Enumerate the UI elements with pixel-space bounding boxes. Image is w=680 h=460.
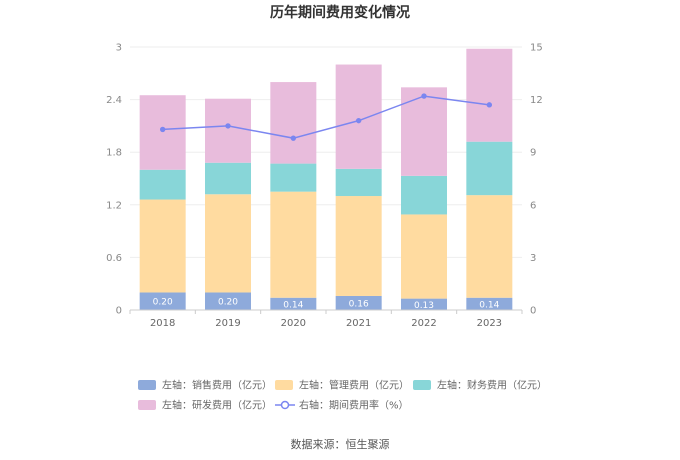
grid xyxy=(130,46,522,311)
legend[interactable]: 左轴：销售费用（亿元） 左轴：管理费用（亿元） 左轴：财务费用（亿元） 左轴：研发费用… xyxy=(138,379,547,412)
y-left-tick-label: 0 xyxy=(116,306,122,317)
x-tick-label: 2022 xyxy=(411,318,436,329)
y-right-tick-label: 0 xyxy=(530,306,536,317)
y-right-tick-label: 9 xyxy=(530,148,536,159)
data-label: 0.20 xyxy=(153,298,173,308)
x-tick-label: 2021 xyxy=(346,318,371,329)
bar-segment-3[interactable] xyxy=(139,95,186,170)
bar-segment-1[interactable] xyxy=(205,194,251,293)
bar-segment-3[interactable] xyxy=(401,87,447,176)
legend-label[interactable]: 左轴：管理费用（亿元） xyxy=(299,379,409,392)
bar-segment-1[interactable] xyxy=(139,199,186,293)
y-left-tick-label: 1.2 xyxy=(106,200,122,211)
bar-segment-0[interactable] xyxy=(335,295,382,310)
rate-point[interactable] xyxy=(225,123,231,129)
rate-point[interactable] xyxy=(355,117,362,124)
y-right-tick-label: 12 xyxy=(530,95,543,106)
data-label: 0.13 xyxy=(414,301,434,311)
rate-point[interactable] xyxy=(421,93,427,99)
legend-label[interactable]: 右轴：期间费用率（%） xyxy=(299,399,409,412)
legend-swatch[interactable] xyxy=(138,400,156,410)
bar-segment-0[interactable] xyxy=(401,298,447,310)
bar-segment-1[interactable] xyxy=(466,195,513,298)
bar-segment-2[interactable] xyxy=(205,162,251,195)
y-left-tick-label: 1.8 xyxy=(106,148,122,159)
bar-segment-2[interactable] xyxy=(401,175,447,215)
bar-segment-1[interactable] xyxy=(270,191,317,298)
bar-segment-2[interactable] xyxy=(335,168,382,197)
source-note: 数据来源：恒生聚源 xyxy=(291,437,390,451)
legend-swatch[interactable] xyxy=(138,380,156,390)
y-left-tick-label: 2.4 xyxy=(106,95,122,106)
bar-segment-3[interactable] xyxy=(270,82,317,164)
data-label: 0.14 xyxy=(479,300,499,310)
data-label: 0.14 xyxy=(283,300,303,310)
chart-title: 历年期间费用变化情况 xyxy=(270,4,410,21)
bar-segment-1[interactable] xyxy=(335,196,382,296)
legend-label[interactable]: 左轴：财务费用（亿元） xyxy=(437,379,547,392)
y-right-tick-label: 6 xyxy=(530,200,536,211)
legend-swatch[interactable] xyxy=(413,380,431,390)
legend-swatch[interactable] xyxy=(275,380,293,390)
data-label: 0.16 xyxy=(349,299,369,309)
data-label: 0.20 xyxy=(218,298,238,308)
rate-point[interactable] xyxy=(159,126,166,133)
bar-segment-3[interactable] xyxy=(335,64,382,169)
axes: 0 0.6 1.2 1.8 2.4 3 0 3 6 9 12 15 2018 2019 2020 2021 20… xyxy=(106,43,543,330)
legend-label[interactable]: 左轴：销售费用（亿元） xyxy=(162,379,272,392)
y-right-tick-label: 3 xyxy=(530,253,536,264)
rate-line xyxy=(159,93,493,141)
y-left-tick-label: 0.6 xyxy=(106,253,122,264)
bar-segment-2[interactable] xyxy=(466,141,513,196)
x-tick-label: 2023 xyxy=(477,318,502,329)
bar-segment-0[interactable] xyxy=(205,292,251,310)
y-left-tick-label: 3 xyxy=(116,43,122,54)
rate-point[interactable] xyxy=(290,135,297,141)
x-tick-label: 2018 xyxy=(150,318,175,329)
bar-segment-0[interactable] xyxy=(270,297,317,310)
y-right-tick-label: 15 xyxy=(530,43,543,54)
bar-segment-2[interactable] xyxy=(139,169,186,200)
bar-segment-0[interactable] xyxy=(466,297,513,310)
bar-segment-3[interactable] xyxy=(466,48,513,142)
bar-segment-0[interactable] xyxy=(139,292,186,310)
rate-line-path xyxy=(162,95,490,139)
bars xyxy=(139,48,513,310)
rate-point[interactable] xyxy=(486,102,493,108)
bar-segment-2[interactable] xyxy=(270,163,317,192)
bar-segment-3[interactable] xyxy=(205,98,251,163)
x-tick-label: 2020 xyxy=(281,318,306,329)
x-tick-label: 2019 xyxy=(215,318,240,329)
bar-segment-1[interactable] xyxy=(401,214,447,299)
data-labels: 0.20 0.20 0.14 0.16 0.13 0.14 xyxy=(153,298,500,311)
legend-point-marker[interactable] xyxy=(280,400,290,410)
legend-label[interactable]: 左轴：研发费用（亿元） xyxy=(162,399,272,412)
